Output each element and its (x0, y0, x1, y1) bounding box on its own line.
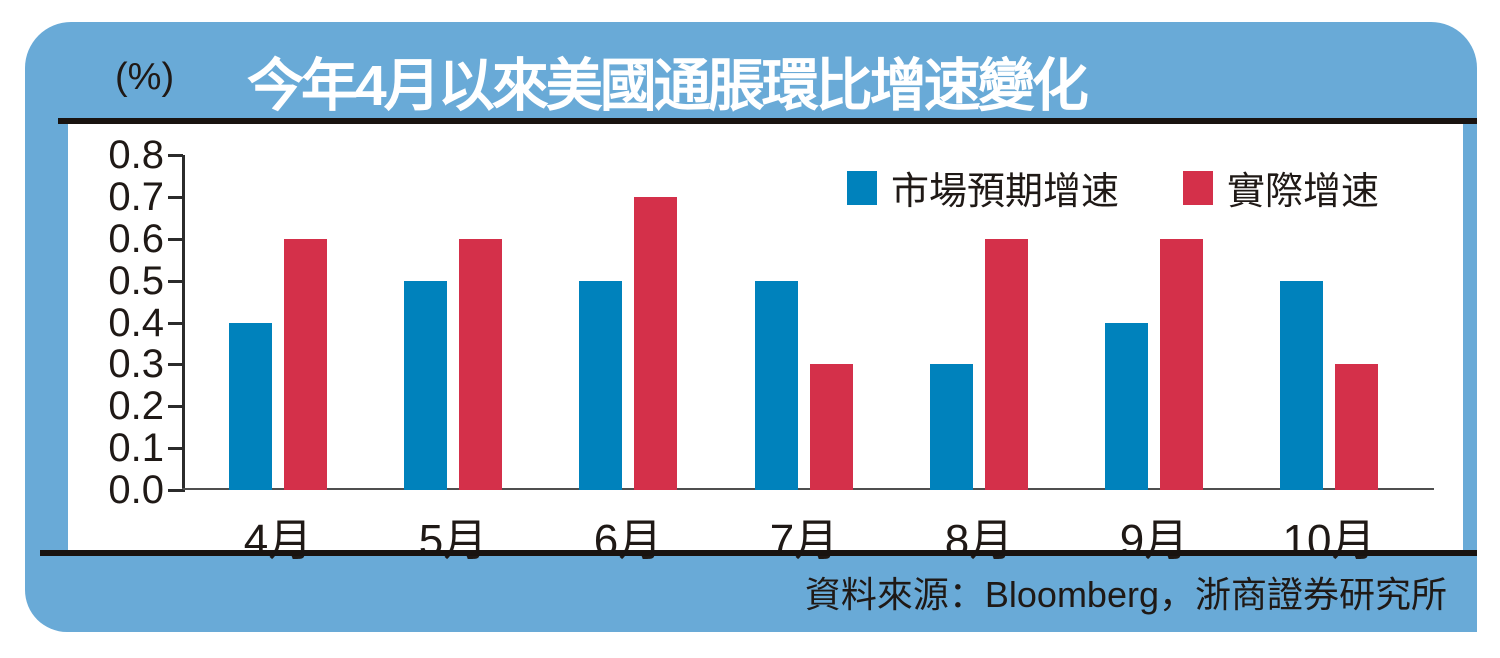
bar-actual (634, 196, 677, 490)
y-tick (168, 195, 183, 199)
y-tick-label: 0.1 (108, 426, 164, 471)
bar-expected (930, 364, 973, 490)
x-tick-label: 6月 (593, 516, 663, 565)
y-tick (168, 363, 183, 367)
x-tick-label: 4月 (243, 516, 313, 565)
bar-expected (755, 280, 798, 490)
y-tick-label: 0.4 (108, 300, 164, 345)
bar-actual (810, 364, 853, 490)
y-tick (168, 154, 183, 157)
bar-actual (1160, 238, 1203, 490)
y-tick (168, 237, 183, 241)
bar-expected (229, 322, 272, 490)
x-tick-label: 5月 (418, 516, 488, 565)
y-tick-label: 0.0 (108, 468, 164, 512)
legend-swatch-expected (847, 170, 877, 205)
bar-expected (404, 280, 447, 490)
bar-actual (459, 238, 502, 490)
y-tick (168, 447, 183, 451)
y-tick-label: 0.3 (108, 342, 164, 387)
x-tick-label: 8月 (944, 516, 1014, 565)
chart-title: 今年4月以來美國通脹環比增速變化 (247, 54, 1089, 118)
y-tick (168, 321, 183, 325)
y-axis-line (182, 155, 185, 492)
legend: 市場預期增速 實際增速 (847, 160, 1379, 215)
y-tick-label: 0.5 (108, 258, 164, 303)
legend-label-expected: 市場預期增速 (891, 171, 1120, 213)
plot-area: 市場預期增速 實際增速 0.0 0.1 0.2 0.3 0.4 0.5 0.6 0.7 0.8 4… (68, 124, 1463, 565)
legend-label-actual: 實際增速 (1227, 171, 1380, 213)
y-tick (168, 405, 183, 409)
data-source-text: 資料來源：Bloomberg，浙商證券研究所 (804, 574, 1447, 615)
chart-panel: (%) 今年4月以來美國通脹環比增速變化 市場預期增速 實際增速 0.0 0.1 0… (25, 22, 1477, 632)
y-tick (168, 279, 183, 283)
bottom-divider-line (40, 550, 1477, 556)
x-tick-label: 7月 (769, 516, 839, 565)
bar-actual (1335, 364, 1378, 490)
y-tick-label: 0.6 (108, 216, 164, 261)
y-tick-label: 0.8 (108, 133, 164, 177)
y-tick-label: 0.2 (108, 384, 164, 429)
y-axis-unit-label: (%) (115, 56, 175, 98)
y-tick-label: 0.7 (108, 174, 164, 219)
bar-expected (1105, 322, 1148, 490)
bar-expected (1280, 280, 1323, 490)
x-tick-label: 9月 (1119, 516, 1189, 565)
bar-actual (985, 238, 1028, 490)
y-tick (168, 489, 183, 492)
bar-actual (284, 238, 327, 490)
top-divider-line (58, 118, 1477, 124)
legend-swatch-actual (1183, 170, 1214, 205)
x-axis-baseline (182, 488, 1434, 490)
x-tick-label: 10月 (1282, 516, 1376, 565)
legend-item-actual: 實際增速 (1183, 160, 1379, 215)
bar-expected (579, 280, 622, 490)
legend-item-expected: 市場預期增速 (847, 160, 1119, 215)
